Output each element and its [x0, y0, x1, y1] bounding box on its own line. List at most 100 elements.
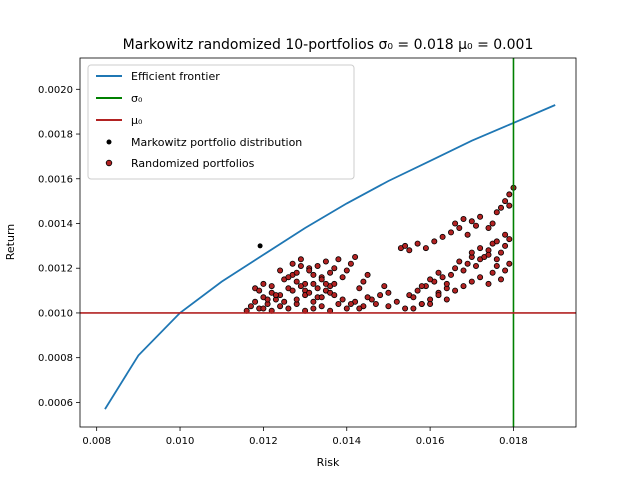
- randomized-portfolio-point: [268, 283, 275, 290]
- randomized-portfolio-point: [439, 233, 446, 240]
- randomized-portfolio-point: [456, 258, 463, 265]
- randomized-portfolio-point: [310, 271, 317, 278]
- x-axis-label: Risk: [317, 456, 340, 469]
- randomized-portfolio-point: [472, 262, 479, 269]
- randomized-portfolio-point: [256, 287, 263, 294]
- randomized-portfolio-point: [322, 258, 329, 265]
- randomized-portfolio-point: [493, 209, 500, 216]
- randomized-portfolio-point: [277, 267, 284, 274]
- randomized-portfolio-point: [468, 249, 475, 256]
- randomized-portfolio-point: [347, 260, 354, 267]
- randomized-portfolio-point: [502, 267, 509, 274]
- randomized-portfolio-point: [414, 287, 421, 294]
- randomized-portfolio-point: [339, 296, 346, 303]
- randomized-portfolio-point: [431, 238, 438, 245]
- randomized-portfolio-point: [297, 256, 304, 263]
- y-axis: 0.0006 0.0008 0.0010 0.0012 0.0014 0.0016 0.00…: [38, 85, 80, 409]
- legend-label-markowitz: Markowitz portfolio distribution: [131, 136, 302, 149]
- randomized-portfolio-point: [356, 305, 363, 312]
- randomized-portfolio-point: [360, 278, 367, 285]
- x-tick-label: 0.008: [82, 436, 111, 447]
- randomized-portfolio-point: [260, 305, 267, 312]
- randomized-portfolio-point: [352, 253, 359, 260]
- randomized-portfolio-point: [447, 271, 454, 278]
- x-tick-label: 0.014: [332, 436, 361, 447]
- randomized-portfolio-point: [422, 245, 429, 252]
- randomized-portfolio-point: [364, 271, 371, 278]
- randomized-portfolio-point: [306, 289, 313, 296]
- randomized-portfolio-point: [464, 231, 471, 238]
- randomized-portfolio-point: [247, 303, 254, 310]
- randomized-portfolio-point: [410, 305, 417, 312]
- randomized-portfolio-point: [314, 285, 321, 292]
- randomized-portfolio-point: [460, 267, 467, 274]
- randomized-portfolio-point: [506, 236, 513, 243]
- randomized-portfolio-point: [289, 287, 296, 294]
- randomized-portfolio-point: [343, 305, 350, 312]
- randomized-portfolio-point: [502, 242, 509, 249]
- randomized-portfolio-point: [489, 220, 496, 227]
- randomized-portfolio-point: [435, 269, 442, 276]
- randomized-portfolio-point: [477, 213, 484, 220]
- randomized-portfolio-point: [506, 260, 513, 267]
- y-tick-label: 0.0016: [38, 174, 73, 185]
- randomized-portfolio-point: [485, 280, 492, 287]
- randomized-portfolio-point: [293, 269, 300, 276]
- chart-title: Markowitz randomized 10-portfolios σ₀ = …: [123, 37, 534, 53]
- randomized-portfolio-point: [506, 202, 513, 209]
- randomized-portfolio-point: [468, 278, 475, 285]
- randomized-portfolio-point: [297, 262, 304, 269]
- randomized-portfolio-point: [468, 218, 475, 225]
- randomized-portfolio-point: [335, 300, 342, 307]
- randomized-portfolio-point: [456, 224, 463, 231]
- randomized-portfolio-point: [485, 251, 492, 258]
- randomized-portfolio-point: [489, 269, 496, 276]
- randomized-portfolio-point: [289, 260, 296, 267]
- randomized-portfolio-point: [497, 276, 504, 283]
- randomized-portfolio-point: [402, 305, 409, 312]
- randomized-portfolio-point: [318, 276, 325, 283]
- randomized-portfolio-point: [493, 256, 500, 263]
- randomized-portfolio-point: [443, 296, 450, 303]
- randomized-portfolio-point: [293, 278, 300, 285]
- randomized-portfolio-point: [493, 238, 500, 245]
- x-tick-label: 0.010: [166, 436, 195, 447]
- randomized-portfolio-point: [502, 198, 509, 205]
- randomized-portfolio-point: [472, 222, 479, 229]
- legend-swatch-markowitz: [106, 139, 112, 145]
- randomized-portfolio-point: [331, 292, 338, 299]
- randomized-portfolio-point: [485, 224, 492, 231]
- randomized-portfolio-point: [377, 292, 384, 299]
- randomized-portfolio-point: [460, 215, 467, 222]
- randomized-portfolio-point: [339, 274, 346, 281]
- y-tick-label: 0.0020: [38, 85, 73, 96]
- legend-label-randomized: Randomized portfolios: [131, 157, 255, 170]
- y-tick-label: 0.0014: [38, 219, 73, 230]
- randomized-portfolio-point: [477, 245, 484, 252]
- randomized-portfolio-point: [439, 274, 446, 281]
- randomized-portfolio-point: [443, 280, 450, 287]
- randomized-portfolio-point: [418, 300, 425, 307]
- randomized-portfolio-point: [310, 280, 317, 287]
- randomized-portfolio-point: [506, 191, 513, 198]
- plot-frame: [79, 57, 577, 428]
- randomized-portfolio-point: [343, 267, 350, 274]
- randomized-portfolio-point: [331, 280, 338, 287]
- randomized-portfolio-point: [306, 267, 313, 274]
- randomized-portfolio-point: [372, 300, 379, 307]
- randomized-portfolio-point: [335, 256, 342, 263]
- x-tick-label: 0.016: [416, 436, 445, 447]
- randomized-portfolio-point: [277, 303, 284, 310]
- x-tick-label: 0.012: [249, 436, 278, 447]
- y-axis-label: Return: [4, 224, 17, 261]
- randomized-portfolio-point: [410, 294, 417, 301]
- randomized-portfolio-point: [318, 303, 325, 310]
- y-tick-label: 0.0018: [38, 130, 73, 141]
- randomized-portfolio-point: [460, 283, 467, 290]
- randomized-portfolio-point: [322, 280, 329, 287]
- randomized-portfolio-point: [272, 292, 279, 299]
- randomized-portfolio-point: [310, 298, 317, 305]
- randomized-portfolio-point: [381, 283, 388, 290]
- randomized-portfolio-point: [310, 305, 317, 312]
- randomized-portfolio-point: [281, 298, 288, 305]
